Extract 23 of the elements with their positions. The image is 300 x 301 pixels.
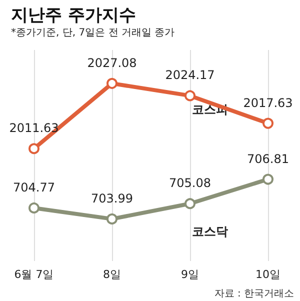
text: 자료 : 한국거래소 <box>214 288 294 300</box>
data-label: 2024.17 <box>165 68 215 82</box>
point <box>262 118 274 129</box>
point <box>106 78 118 89</box>
x-tick-label: 10일 <box>256 268 280 281</box>
point <box>106 213 118 224</box>
data-label: 703.99 <box>91 191 133 206</box>
data-label: 704.77 <box>13 180 55 194</box>
data-label: 705.08 <box>169 176 211 190</box>
x-tick-label: 6월 7일 <box>14 268 54 281</box>
chart-subtitle: *종가기준, 단, 7일은 전 거래일 종가 <box>11 28 175 38</box>
data-label: 2017.63 <box>243 96 293 110</box>
point <box>28 202 40 214</box>
series-label: 코스닥 <box>192 224 228 238</box>
x-tick-label: 9일 <box>181 268 199 281</box>
point <box>28 143 40 154</box>
data-label: 706.81 <box>247 152 289 166</box>
x-tick-label: 8일 <box>103 268 121 281</box>
data-label: 2027.08 <box>87 56 137 70</box>
point <box>184 198 196 210</box>
point <box>184 90 196 102</box>
chart-title: 지난주 주가지수 <box>11 6 136 26</box>
point <box>262 174 274 185</box>
